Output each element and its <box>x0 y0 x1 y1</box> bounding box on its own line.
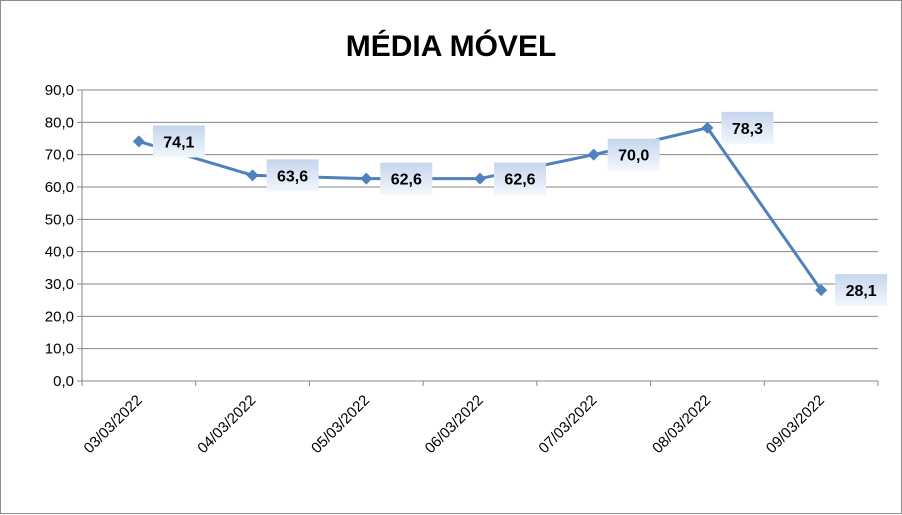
data-label: 70,0 <box>618 148 649 165</box>
data-label: 62,6 <box>391 172 422 189</box>
data-point-marker <box>587 148 600 161</box>
y-tick-label: 40,0 <box>45 244 74 261</box>
data-label: 74,1 <box>163 134 194 151</box>
y-tick-label: 90,0 <box>45 82 74 99</box>
y-tick-label: 80,0 <box>45 114 74 131</box>
y-tick-label: 60,0 <box>45 179 74 196</box>
data-label-box <box>607 138 660 171</box>
data-point-marker <box>246 169 259 182</box>
x-tick-label: 05/03/2022 <box>308 392 373 457</box>
data-label: 28,1 <box>846 283 877 300</box>
y-axis: 0,0 10,0 20,0 30,0 40,0 50,0 60,0 70,0 80,0 90,0 <box>45 82 82 390</box>
data-label-box <box>380 162 433 195</box>
data-label-box <box>266 159 319 192</box>
x-tick-label: 07/03/2022 <box>535 392 600 457</box>
data-label: 62,6 <box>504 172 535 189</box>
x-tick-label: 09/03/2022 <box>763 392 828 457</box>
data-point-marker <box>815 284 828 297</box>
x-tick-label: 08/03/2022 <box>649 392 714 457</box>
data-label-box <box>835 274 888 307</box>
data-point-marker <box>360 172 373 185</box>
chart-title: MÉDIA MÓVEL <box>346 29 557 63</box>
data-label: 63,6 <box>277 168 308 185</box>
x-tick-label: 06/03/2022 <box>422 392 487 457</box>
gridlines <box>82 89 878 350</box>
series-line <box>132 121 828 297</box>
data-labels: 74,1 63,6 62,6 62,6 70,0 78,3 28,1 <box>152 111 888 307</box>
y-tick-label: 20,0 <box>45 308 74 325</box>
y-tick-label: 70,0 <box>45 147 74 164</box>
data-label-box <box>494 162 546 195</box>
data-point-marker <box>701 121 714 134</box>
y-tick-label: 0,0 <box>53 373 74 390</box>
x-tick-label: 04/03/2022 <box>194 392 259 457</box>
y-tick-label: 30,0 <box>45 276 74 293</box>
data-label-box <box>721 111 774 144</box>
y-tick-label: 50,0 <box>45 211 74 228</box>
data-point-marker <box>132 135 145 148</box>
data-point-marker <box>474 172 486 185</box>
series-line-path <box>138 126 823 292</box>
data-label: 78,3 <box>732 121 763 138</box>
y-tick-label: 10,0 <box>45 341 74 358</box>
x-tick-label: 03/03/2022 <box>81 392 146 457</box>
data-label-box <box>152 125 205 158</box>
